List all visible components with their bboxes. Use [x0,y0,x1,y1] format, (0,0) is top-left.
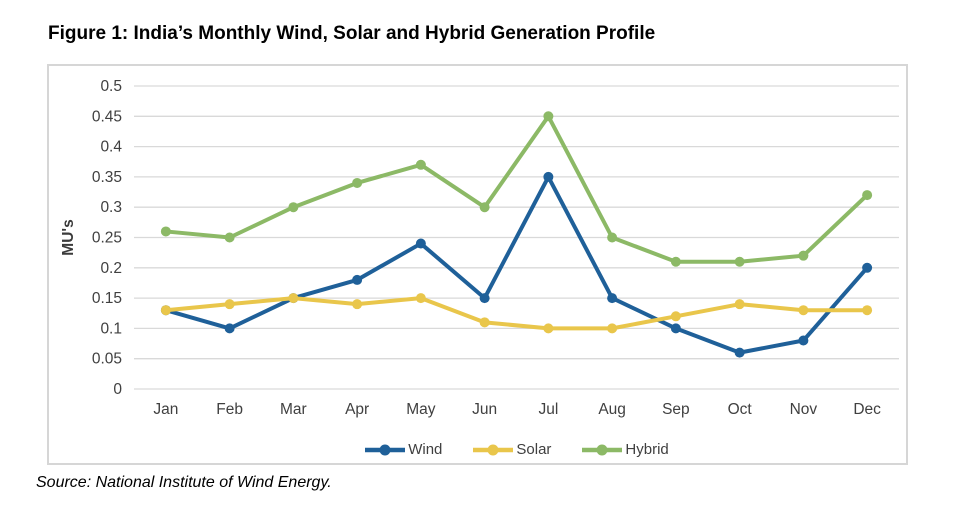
data-point-wind [479,293,490,304]
x-tick-label: Apr [345,401,369,418]
data-point-solar [288,293,299,304]
y-tick-label: 0.5 [100,78,122,95]
y-tick-label: 0.15 [92,290,122,307]
y-axis-title: MU's [60,219,77,255]
data-point-hybrid [543,111,554,122]
legend-dot [379,444,391,455]
data-point-solar [415,293,426,304]
legend-item-solar: Solar [472,441,551,458]
legend-label-wind: Wind [408,441,443,458]
data-point-hybrid [415,159,426,170]
source-note: Source: National Institute of Wind Energ… [36,474,332,491]
y-tick-label: 0.3 [100,199,122,216]
y-tick-label: 0.05 [92,351,122,368]
data-point-solar [479,317,490,328]
data-point-solar [862,305,873,316]
data-point-hybrid [479,202,490,213]
data-point-solar [607,323,618,334]
x-tick-label: May [406,401,436,418]
data-point-solar [224,299,235,310]
data-point-hybrid [607,232,618,243]
x-tick-label: Oct [728,401,753,418]
data-point-wind [224,323,235,334]
y-tick-label: 0.25 [92,230,122,247]
data-point-solar [670,311,681,322]
data-point-solar [543,323,554,334]
legend-dot [487,444,499,455]
x-tick-label: Nov [790,401,818,418]
data-point-hybrid [798,250,809,261]
data-point-wind [862,262,873,273]
data-point-hybrid [160,226,171,237]
line-chart: 0 0.05 0.1 0.15 0.2 0.25 0.3 0.35 0.4 0.45 0.5 Jan F… [60,78,899,418]
x-tick-label: Sep [662,401,690,418]
series-line-wind [163,174,870,355]
data-point-wind [352,274,363,285]
y-tick-label: 0.4 [100,139,122,156]
data-point-wind [670,323,681,334]
series-line-hybrid [163,114,870,264]
x-tick-label: Feb [216,401,243,418]
legend-dot [596,444,608,455]
x-tick-label: Jan [153,401,178,418]
legend-item-hybrid: Hybrid [581,441,669,458]
data-point-hybrid [352,177,363,188]
data-point-hybrid [670,256,681,267]
y-tick-label: 0.2 [100,260,122,277]
data-point-hybrid [862,190,873,201]
y-tick-label: 0.35 [92,169,122,186]
data-point-solar [352,299,363,310]
legend-marker-solar-icon [473,444,514,455]
data-point-hybrid [224,232,235,243]
data-point-wind [734,347,745,358]
legend-label-hybrid: Hybrid [625,441,669,458]
data-point-wind [415,238,426,249]
data-point-solar [798,305,809,316]
legend-label-solar: Solar [516,441,552,458]
x-tick-label: Mar [280,401,307,418]
figure-title: Figure 1: India’s Monthly Wind, Solar an… [48,23,656,44]
y-tick-label: 0.1 [100,320,122,337]
x-tick-label: Jul [538,401,558,418]
legend-item-wind: Wind [364,441,442,458]
chart-legend: Wind Solar Hybrid [134,441,899,458]
data-point-hybrid [734,256,745,267]
x-tick-label: Jun [472,401,497,418]
legend-marker-wind-icon [365,444,406,455]
data-point-hybrid [288,202,299,213]
data-point-solar [160,305,171,316]
y-tick-label: 0 [113,381,122,398]
data-point-solar [734,299,745,310]
legend-marker-hybrid-icon [582,444,623,455]
data-point-wind [798,335,809,346]
y-tick-label: 0.45 [92,108,122,125]
x-tick-label: Dec [853,401,881,418]
series-line-solar [163,296,870,331]
data-point-wind [543,171,554,182]
x-tick-label: Aug [598,401,626,418]
chart-panel: 0 0.05 0.1 0.15 0.2 0.25 0.3 0.35 0.4 0.45 0.5 Jan F… [47,64,908,465]
data-point-wind [607,293,618,304]
